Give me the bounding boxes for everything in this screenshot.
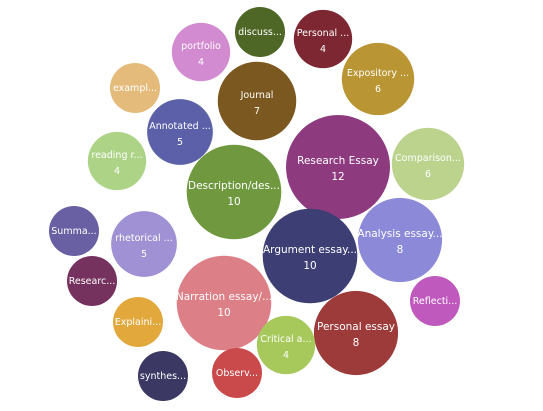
bubble-circle[interactable] xyxy=(410,276,460,326)
bubble-annotated[interactable]: Annotated ... 5 xyxy=(147,99,213,165)
bubble-circle[interactable] xyxy=(176,255,272,351)
bubble-label: Reflecti... xyxy=(413,296,458,307)
bubble-label: Comparison... xyxy=(395,153,461,164)
bubble-label: discuss... xyxy=(238,27,282,38)
bubble-circle[interactable] xyxy=(49,206,99,256)
bubble-value: 8 xyxy=(397,244,404,256)
bubble-label: Personal essay xyxy=(317,321,395,333)
bubble-circle[interactable] xyxy=(235,7,285,57)
bubble-value: 5 xyxy=(141,249,147,260)
bubble-circle[interactable] xyxy=(147,99,213,165)
bubble-critical-a[interactable]: Critical a... 4 xyxy=(256,315,316,375)
bubble-argument-essay[interactable]: Argument essay... 10 xyxy=(262,208,358,304)
bubble-explaini[interactable]: Explaini... xyxy=(113,297,163,347)
bubble-value: 8 xyxy=(353,337,360,349)
bubble-researc[interactable]: Researc... xyxy=(67,256,117,306)
bubble-research-essay[interactable]: Research Essay 12 xyxy=(286,115,390,219)
bubble-label: rhetorical ... xyxy=(115,233,172,244)
bubble-value: 6 xyxy=(375,84,381,95)
bubble-value: 10 xyxy=(227,196,240,208)
bubble-label: Expository ... xyxy=(347,68,409,79)
bubble-label: portfolio xyxy=(181,41,221,52)
bubble-personal-essay[interactable]: Personal essay 8 xyxy=(313,290,399,376)
bubble-circle[interactable] xyxy=(171,22,231,82)
bubble-reflecti[interactable]: Reflecti... xyxy=(410,276,460,326)
bubble-value: 4 xyxy=(283,350,289,361)
bubble-journal[interactable]: Journal 7 xyxy=(217,61,297,141)
bubble-circle[interactable] xyxy=(293,9,353,69)
bubble-label: Research Essay xyxy=(297,155,379,167)
bubble-label: reading r... xyxy=(91,150,142,161)
bubble-label: Argument essay... xyxy=(263,244,357,256)
bubble-synthes[interactable]: synthes... xyxy=(138,351,188,401)
bubble-value: 10 xyxy=(217,307,230,319)
bubble-exampl[interactable]: exampl... xyxy=(110,63,160,113)
bubble-description-des[interactable]: Description/des... 10 xyxy=(186,144,282,240)
bubble-label: Annotated ... xyxy=(149,121,211,132)
bubble-expository[interactable]: Expository ... 6 xyxy=(341,42,415,116)
bubble-label: synthes... xyxy=(140,371,186,382)
bubble-label: Analysis essay... xyxy=(357,228,442,240)
bubble-label: Observ... xyxy=(216,368,258,379)
bubble-personal[interactable]: Personal ... 4 xyxy=(293,9,353,69)
bubble-circle[interactable] xyxy=(256,315,316,375)
bubble-circle[interactable] xyxy=(212,348,262,398)
bubble-label: Narration essay/... xyxy=(176,291,272,303)
bubble-reading-r[interactable]: reading r... 4 xyxy=(87,131,147,191)
bubble-value: 4 xyxy=(320,44,326,55)
bubble-value: 12 xyxy=(331,171,344,183)
bubble-value: 4 xyxy=(114,166,120,177)
bubble-label: Description/des... xyxy=(188,180,280,192)
bubble-circle[interactable] xyxy=(110,63,160,113)
bubble-label: exampl... xyxy=(113,83,157,94)
bubble-circle[interactable] xyxy=(217,61,297,141)
bubble-circle[interactable] xyxy=(67,256,117,306)
bubble-circle[interactable] xyxy=(186,144,282,240)
bubble-discuss[interactable]: discuss... xyxy=(235,7,285,57)
bubble-circle[interactable] xyxy=(341,42,415,116)
bubble-value: 7 xyxy=(254,106,260,117)
bubble-value: 5 xyxy=(177,137,183,148)
bubble-label: Journal xyxy=(240,90,274,101)
bubble-label: Researc... xyxy=(69,276,116,287)
bubble-circle[interactable] xyxy=(391,127,465,201)
bubble-summa[interactable]: Summa... xyxy=(49,206,99,256)
bubble-comparison[interactable]: Comparison... 6 xyxy=(391,127,465,201)
bubble-circle[interactable] xyxy=(357,197,443,283)
bubble-circle[interactable] xyxy=(262,208,358,304)
bubble-rhetorical[interactable]: rhetorical ... 5 xyxy=(111,211,177,277)
bubble-narration-essay[interactable]: Narration essay/... 10 xyxy=(176,255,272,351)
bubble-portfolio[interactable]: portfolio 4 xyxy=(171,22,231,82)
bubble-circle[interactable] xyxy=(113,297,163,347)
bubble-circle[interactable] xyxy=(138,351,188,401)
bubble-label: Personal ... xyxy=(297,28,349,39)
bubble-label: Explaini... xyxy=(115,317,161,328)
bubble-circle[interactable] xyxy=(313,290,399,376)
bubble-circle[interactable] xyxy=(286,115,390,219)
bubble-circle[interactable] xyxy=(87,131,147,191)
bubble-circle[interactable] xyxy=(111,211,177,277)
bubble-value: 10 xyxy=(303,260,316,272)
bubble-label: Summa... xyxy=(51,226,96,237)
bubble-observ[interactable]: Observ... xyxy=(212,348,262,398)
bubble-label: Critical a... xyxy=(260,334,311,345)
bubble-value: 6 xyxy=(425,169,431,180)
bubble-analysis-essay[interactable]: Analysis essay... 8 xyxy=(357,197,443,283)
bubble-value: 4 xyxy=(198,57,204,68)
